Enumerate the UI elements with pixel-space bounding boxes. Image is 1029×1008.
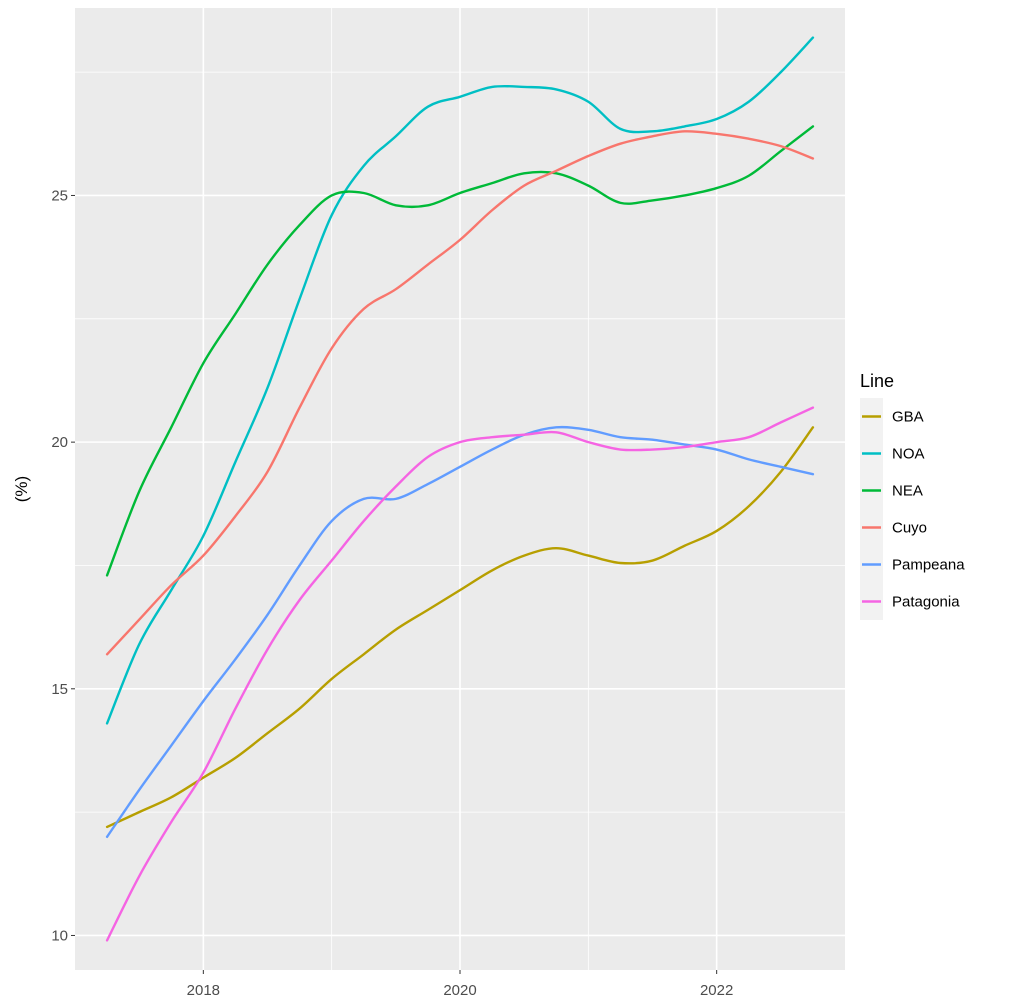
legend-label: Pampeana [892,557,965,574]
y-tick-label: 15 [51,681,68,698]
legend-label: Patagonia [892,594,960,611]
y-tick-label: 10 [51,927,68,944]
legend-label: Cuyo [892,520,927,537]
legend-item-pampeana: Pampeana [862,557,965,574]
major-gridlines [75,8,845,970]
y-tick-label: 20 [51,434,68,451]
legend-item-cuyo: Cuyo [862,520,927,537]
legend-item-nea: NEA [862,483,923,500]
legend: Line GBA NOA NEA Cuyo Pampeana Patagonia [860,371,965,620]
legend-item-patagonia: Patagonia [862,594,960,611]
legend-label: NOA [892,446,925,463]
y-axis: 10 15 20 25 [51,187,75,944]
series-line-gba [105,426,815,829]
legend-item-noa: NOA [862,446,925,463]
series-line-noa [105,36,815,725]
y-tick-label: 25 [51,187,68,204]
y-axis-title: (%) [12,476,31,502]
series-line-patagonia [105,406,815,942]
series-line-cuyo [105,130,815,656]
series-line-nea [105,125,815,577]
legend-item-gba: GBA [862,409,924,426]
x-tick-label: 2020 [443,982,476,999]
x-tick-label: 2022 [700,982,733,999]
legend-label: NEA [892,483,923,500]
series-lines [105,36,815,942]
legend-label: GBA [892,409,924,426]
x-axis: 2018 2020 2022 [187,970,733,999]
legend-keys-background [860,398,883,620]
legend-title: Line [860,371,894,391]
x-tick-label: 2018 [187,982,220,999]
